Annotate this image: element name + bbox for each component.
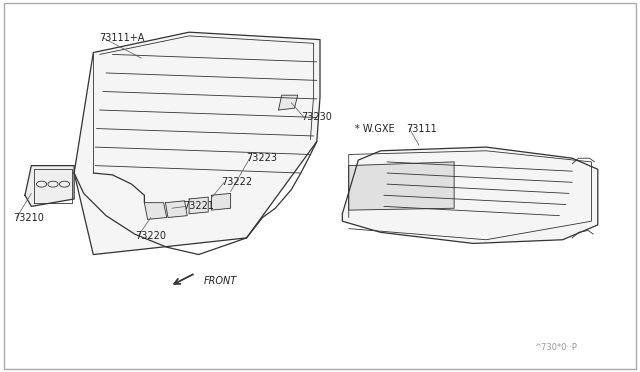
Text: 73210: 73210 [13,212,44,222]
Text: 73220: 73220 [135,231,166,241]
Polygon shape [211,193,230,210]
Text: 73221: 73221 [182,201,214,211]
Polygon shape [342,147,598,243]
Text: FRONT: FRONT [204,276,237,285]
Polygon shape [349,162,454,210]
Polygon shape [25,166,74,206]
Text: 73222: 73222 [221,177,252,187]
Text: 73230: 73230 [301,112,332,122]
Polygon shape [166,201,187,218]
Polygon shape [145,203,167,219]
Text: * W.GXE: * W.GXE [355,124,395,134]
Polygon shape [74,32,320,254]
Text: 73111+A: 73111+A [100,33,145,43]
Text: 73223: 73223 [246,153,278,163]
Text: ^730*0··P: ^730*0··P [534,343,577,352]
Polygon shape [189,197,208,214]
Polygon shape [278,95,298,110]
Text: 73111: 73111 [406,124,437,134]
